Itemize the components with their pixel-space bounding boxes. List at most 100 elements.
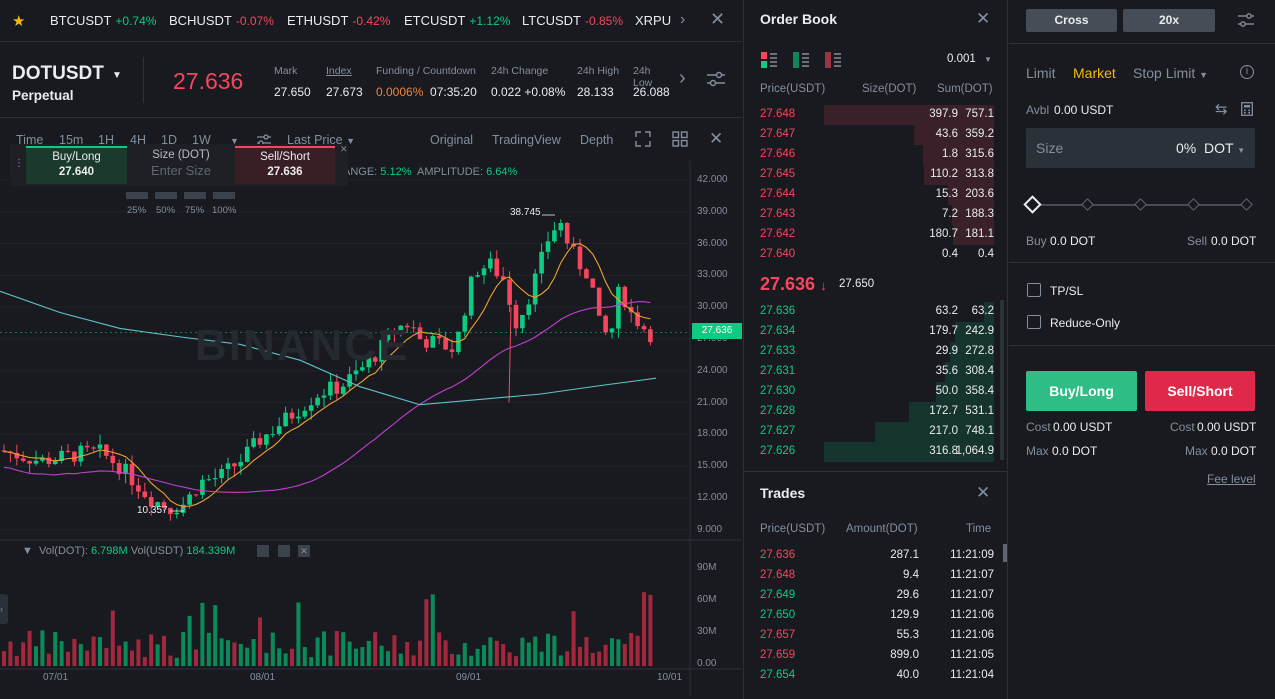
interval-1h[interactable]: 1H	[98, 133, 114, 147]
book-both-icon[interactable]	[761, 52, 777, 68]
trades-scrollbar[interactable]	[1003, 544, 1007, 562]
trades-close-icon[interactable]: ✕	[976, 483, 991, 502]
calculator-icon[interactable]	[1241, 102, 1253, 116]
quick-trade-close-icon[interactable]: ✕	[340, 144, 348, 154]
quick-sell-button[interactable]: Sell/Short 27.636	[235, 146, 335, 184]
tab-market[interactable]: Market	[1073, 65, 1116, 81]
quick-size-field[interactable]: Size (DOT) Enter Size	[128, 146, 234, 184]
info-icon[interactable]: i	[1240, 65, 1254, 79]
bid-row[interactable]: 27.633 29.9 272.8	[744, 342, 994, 362]
tpsl-checkbox[interactable]	[1027, 283, 1041, 297]
symbol-dropdown-icon[interactable]: ▼	[112, 70, 122, 81]
bid-row[interactable]: 27.628 172.7 531.1	[744, 402, 994, 422]
interval-15m[interactable]: 15m	[59, 133, 84, 147]
price-type-select[interactable]: Last Price ▼	[287, 133, 355, 147]
precision-select[interactable]: 0.001 ▼	[947, 53, 992, 65]
trade-price: 27.654	[760, 669, 796, 681]
bid-row[interactable]: 27.634 179.7 242.9	[744, 322, 994, 342]
size-unit-select[interactable]: DOT ▼	[1204, 140, 1246, 156]
ticker-item-bch[interactable]: BCHUSDT -0.07%	[169, 13, 274, 28]
order-book-close-icon[interactable]: ✕	[976, 9, 991, 28]
header-divider	[143, 57, 144, 103]
pct-100-label[interactable]: 100%	[212, 205, 237, 216]
bid-row[interactable]: 27.636 63.2 63.2	[744, 302, 994, 322]
sidebar-expand-handle[interactable]: ›	[0, 594, 8, 624]
pct-25-label[interactable]: 25%	[127, 205, 147, 216]
grid-layout-icon[interactable]	[672, 131, 688, 147]
bid-size: 172.7	[929, 405, 958, 417]
view-tradingview-tab[interactable]: TradingView	[492, 133, 561, 147]
volume-close-icon[interactable]: ✕	[298, 545, 310, 557]
slider-step-100[interactable]	[1240, 198, 1253, 211]
volume-bar	[334, 630, 339, 666]
bid-row[interactable]: 27.630 50.0 358.4	[744, 382, 994, 402]
reduce-only-checkbox[interactable]	[1027, 315, 1041, 329]
trade-amount: 129.9	[890, 609, 919, 621]
bid-row[interactable]: 27.627 217.0 748.1	[744, 422, 994, 442]
volume-collapse-icon[interactable]: ▼	[22, 545, 33, 557]
ticker-item-eth[interactable]: ETHUSDT -0.42%	[287, 13, 390, 28]
interval-time[interactable]: Time	[16, 133, 44, 147]
ask-row[interactable]: 27.647 43.6 359.2	[744, 125, 994, 145]
pct-50-label[interactable]: 50%	[156, 205, 176, 216]
ask-row[interactable]: 27.645 110.2 313.8	[744, 165, 994, 185]
sell-short-button[interactable]: Sell/Short	[1145, 371, 1255, 411]
fullscreen-icon[interactable]	[635, 131, 651, 147]
ask-row[interactable]: 27.644 15.3 203.6	[744, 185, 994, 205]
slider-step-75[interactable]	[1187, 198, 1200, 211]
leverage-button[interactable]: 20x	[1123, 9, 1215, 32]
pct-50-bar[interactable]	[155, 192, 177, 199]
ticker-item-xrp[interactable]: XRPU	[635, 13, 671, 28]
ask-row[interactable]: 27.643 7.2 188.3	[744, 205, 994, 225]
quick-buy-button[interactable]: Buy/Long 27.640	[26, 146, 127, 184]
margin-mode-button[interactable]: Cross	[1026, 9, 1117, 32]
drag-handle-icon[interactable]: ⋮⋮	[14, 158, 34, 169]
chart-canvas[interactable]	[0, 161, 742, 697]
ticker-next-chevron-icon[interactable]: ›	[680, 11, 686, 28]
ask-row[interactable]: 27.640 0.4 0.4	[744, 245, 994, 265]
book-asks-icon[interactable]	[825, 52, 841, 68]
tab-limit[interactable]: Limit	[1026, 65, 1056, 81]
fee-level-link[interactable]: Fee level	[1207, 472, 1256, 486]
book-bids-icon[interactable]	[793, 52, 809, 68]
symbol-name[interactable]: DOTUSDT	[12, 63, 104, 84]
chart-close-icon[interactable]: ✕	[709, 129, 724, 148]
form-settings-icon[interactable]	[1237, 12, 1255, 28]
transfer-icon[interactable]: ⇆	[1215, 101, 1228, 118]
view-original-tab[interactable]: Original	[430, 133, 474, 147]
interval-4h[interactable]: 4H	[130, 133, 146, 147]
pct-25-bar[interactable]	[126, 192, 148, 199]
bid-row[interactable]: 27.631 35.6 308.4	[744, 362, 994, 382]
slider-step-25[interactable]	[1081, 198, 1094, 211]
volume-settings-icon[interactable]	[278, 545, 290, 557]
size-slider-handle[interactable]	[1023, 195, 1042, 214]
bid-row[interactable]: 27.626 316.8 1,064.9	[744, 442, 994, 462]
ask-row[interactable]: 27.642 180.7 181.1	[744, 225, 994, 245]
interval-dropdown-icon[interactable]: ▼	[230, 136, 239, 146]
interval-1d[interactable]: 1D	[161, 133, 177, 147]
bid-sum: 242.9	[965, 325, 994, 337]
ask-row[interactable]: 27.648 397.9 757.1	[744, 105, 994, 125]
header-next-chevron-icon[interactable]: ›	[679, 67, 686, 89]
index-price-stat[interactable]: Index 27.673	[326, 65, 363, 99]
tab-stop-limit[interactable]: Stop Limit ▼	[1133, 65, 1209, 81]
volume-hide-icon[interactable]	[257, 545, 269, 557]
ticker-close-icon[interactable]: ✕	[710, 9, 726, 29]
settings-sliders-icon[interactable]	[706, 70, 726, 88]
slider-step-50[interactable]	[1134, 198, 1147, 211]
pct-75-label[interactable]: 75%	[185, 205, 205, 216]
ob-scrollbar[interactable]	[1000, 300, 1004, 460]
ticker-item-ltc[interactable]: LTCUSDT -0.85%	[522, 13, 623, 28]
pct-100-bar[interactable]	[213, 192, 235, 199]
buy-long-button[interactable]: Buy/Long	[1026, 371, 1137, 411]
interval-1w[interactable]: 1W	[192, 133, 211, 147]
ticker-item-etc[interactable]: ETCUSDT +1.12%	[404, 13, 510, 28]
candlestick-chart[interactable]: BINANCE 42.000 39.000 36.000 33.000 30.000 27…	[0, 144, 742, 697]
favorites-star-icon[interactable]: ★	[12, 13, 26, 30]
pct-75-bar[interactable]	[184, 192, 206, 199]
ask-row[interactable]: 27.646 1.8 315.6	[744, 145, 994, 165]
size-input[interactable]: Size 0% DOT ▼	[1026, 128, 1255, 168]
mark-price-stat: Mark 27.650	[274, 65, 311, 99]
view-depth-tab[interactable]: Depth	[580, 133, 614, 147]
ticker-item-btc[interactable]: BTCUSDT +0.74%	[50, 13, 156, 28]
